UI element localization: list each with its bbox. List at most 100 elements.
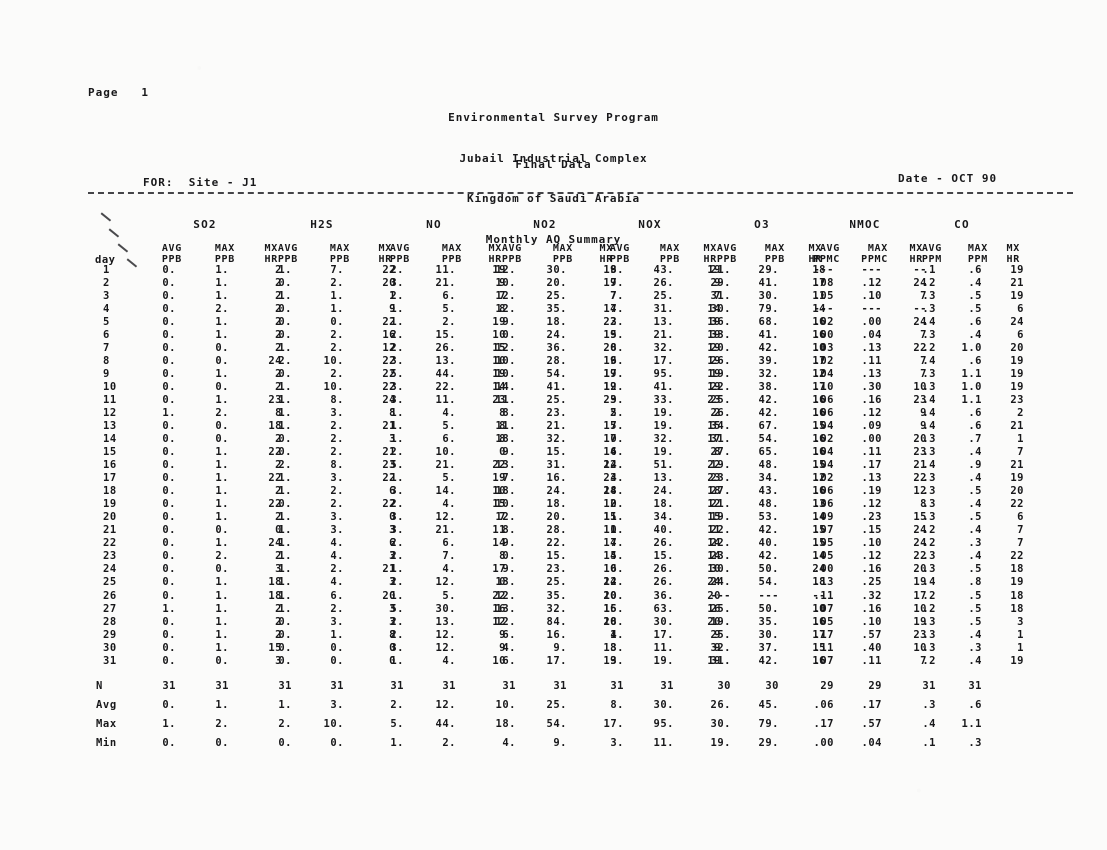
units-avg-h2s: PPB <box>277 254 298 265</box>
cell-max: 13. <box>653 472 674 485</box>
cell-mxhr: 15 <box>492 342 506 355</box>
cell-max: 2. <box>330 329 344 342</box>
units-avg-nmoc: PPMC <box>813 254 840 265</box>
units-avg-no: PPB <box>389 254 410 265</box>
cell-avg: .04 <box>813 446 834 459</box>
cell-avg: .3 <box>922 498 936 511</box>
units-avg-co: PPM <box>921 254 942 265</box>
cell-max: 17. <box>546 654 567 667</box>
cell-mxhr: 22 <box>492 459 506 472</box>
cell-mxhr: 7 <box>610 290 617 303</box>
cell-mxhr: 7 <box>1017 524 1024 537</box>
title-line-2: Jubail Industrial Complex <box>459 151 648 165</box>
cell-mxhr: 3 <box>275 563 282 576</box>
cell-max: 34. <box>758 472 779 485</box>
cell-mxhr: 6 <box>389 485 396 498</box>
cell-avg: 22. <box>710 537 731 550</box>
cell-mxhr: -- <box>913 303 927 316</box>
cell-mxhr: 14 <box>603 537 617 550</box>
cell-max: 67. <box>758 420 779 433</box>
cell-avg: 12. <box>603 576 624 589</box>
cell-mxhr: 22 <box>268 446 282 459</box>
units-mxhr-h2s: HR <box>378 254 392 265</box>
cell-mxhr: 22 <box>913 550 927 563</box>
cell-avg: 29. <box>710 277 731 290</box>
cell-max: 5. <box>442 420 456 433</box>
cell-mxhr: 2 <box>275 277 282 290</box>
cell-max: 26. <box>653 576 674 589</box>
units-avg-no2: PPB <box>501 254 522 265</box>
cell-mxhr: 19 <box>1010 381 1024 394</box>
cell-avg: .4 <box>922 316 936 329</box>
cell-max: 42. <box>758 550 779 563</box>
day-cell: 14 <box>103 433 117 446</box>
cell-max: 24. <box>546 485 567 498</box>
cell-mxhr: 14 <box>492 381 506 394</box>
cell-avg: 7. <box>610 420 624 433</box>
units-avg-o3: PPB <box>716 254 737 265</box>
cell-max: .12 <box>861 407 882 420</box>
stat-cell-max: 29 <box>868 680 882 692</box>
cell-max: 1. <box>215 589 229 602</box>
stat-cell-avg: 1. <box>162 718 176 730</box>
cell-max: .4 <box>968 654 982 667</box>
cell-mxhr: 17 <box>812 381 826 394</box>
cell-mxhr: 24 <box>603 576 617 589</box>
cell-max: 17. <box>653 628 674 641</box>
cell-mxhr: 21 <box>1010 459 1024 472</box>
cell-avg: 2. <box>390 329 404 342</box>
cell-mxhr: 2 <box>1017 407 1024 420</box>
cell-avg: 1. <box>390 472 404 485</box>
cell-avg: 13. <box>495 602 516 615</box>
cell-mxhr: 10 <box>913 602 927 615</box>
cell-max: 23. <box>546 563 567 576</box>
cell-max: 8. <box>330 459 344 472</box>
cell-mxhr: 20 <box>603 615 617 628</box>
cell-avg: 11. <box>495 420 516 433</box>
cell-max: 18. <box>546 498 567 511</box>
cell-avg: 12. <box>495 290 516 303</box>
cell-max: .30 <box>861 381 882 394</box>
cell-max: 1. <box>215 498 229 511</box>
stat-label-avg: Avg <box>96 699 117 711</box>
cell-mxhr: 7 <box>714 290 721 303</box>
cell-max: 1.1 <box>961 368 982 381</box>
cell-mxhr: 2 <box>275 433 282 446</box>
cell-avg: 7. <box>610 290 624 303</box>
cell-mxhr: 23 <box>1010 394 1024 407</box>
cell-max: 2. <box>215 303 229 316</box>
stat-cell-max: 25. <box>546 699 567 711</box>
cell-mxhr: 23 <box>707 394 721 407</box>
cell-mxhr: 16 <box>812 446 826 459</box>
cell-mxhr: 24 <box>913 524 927 537</box>
cell-max: .4 <box>968 446 982 459</box>
cell-avg: 2. <box>278 459 292 472</box>
subheader-avg-h2s: AVG <box>277 243 298 254</box>
cell-mxhr: 17 <box>707 433 721 446</box>
cell-avg: .3 <box>922 446 936 459</box>
cell-avg: 1. <box>278 381 292 394</box>
cell-mxhr: 11 <box>492 524 506 537</box>
cell-avg: 25. <box>710 628 731 641</box>
stat-cell-max: 10. <box>323 718 344 730</box>
cell-mxhr: 9 <box>714 641 721 654</box>
cell-max: 25. <box>546 576 567 589</box>
cell-avg: 12. <box>495 264 516 276</box>
cell-avg: .02 <box>813 472 834 485</box>
cell-mxhr: 2 <box>275 290 282 303</box>
cell-avg: 17. <box>603 368 624 381</box>
units-mxhr-no: HR <box>488 254 502 265</box>
cell-avg: 1. <box>278 472 292 485</box>
cell-avg: .3 <box>922 433 936 446</box>
cell-max: 29. <box>758 264 779 276</box>
cell-avg: .02 <box>813 316 834 329</box>
cell-max: 35. <box>758 615 779 628</box>
cell-mxhr: 20 <box>707 589 721 602</box>
cell-mxhr: 22 <box>913 342 927 355</box>
cell-max: 0. <box>215 433 229 446</box>
cell-max: .11 <box>861 654 882 667</box>
day-cell: 2 <box>103 277 110 290</box>
cell-mxhr: 16 <box>382 329 396 342</box>
cell-max: 17. <box>653 355 674 368</box>
site-label: FOR: Site - J1 <box>143 176 258 189</box>
